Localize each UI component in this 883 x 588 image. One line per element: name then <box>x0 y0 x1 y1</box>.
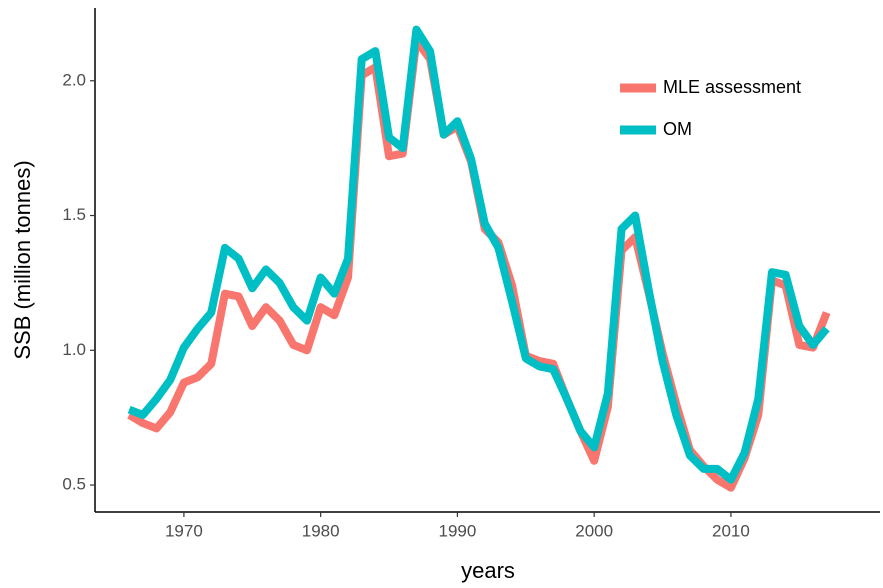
y-tick-label: 1.0 <box>62 340 86 359</box>
x-axis-title: years <box>461 558 515 583</box>
legend-label: MLE assessment <box>663 77 801 97</box>
x-tick-label: 2010 <box>712 521 750 540</box>
x-tick-label: 1990 <box>438 521 476 540</box>
y-tick-label: 0.5 <box>62 475 86 494</box>
x-tick-label: 1970 <box>165 521 203 540</box>
legend-label: OM <box>663 119 692 139</box>
y-tick-label: 2.0 <box>62 70 86 89</box>
x-tick-label: 1980 <box>302 521 340 540</box>
series-line <box>127 25 830 484</box>
series-line <box>127 36 831 492</box>
x-tick-label: 2000 <box>575 521 613 540</box>
y-axis-title: SSB (million tonnes) <box>10 160 35 359</box>
y-tick-label: 1.5 <box>62 205 86 224</box>
